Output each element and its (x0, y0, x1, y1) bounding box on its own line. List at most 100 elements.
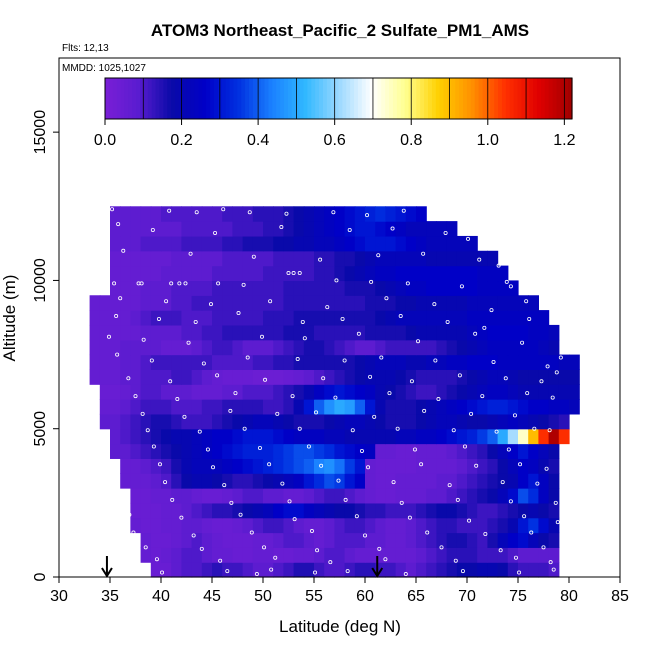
heatmap-cell (416, 399, 427, 415)
heatmap-cell (140, 221, 152, 237)
heatmap-cell (171, 206, 182, 222)
colorbar-segment (202, 78, 207, 119)
heatmap-cell (263, 413, 274, 430)
heatmap-cell (120, 295, 131, 311)
heatmap-cell (477, 399, 488, 415)
heatmap-cell (293, 428, 305, 445)
heatmap-cell (477, 369, 488, 385)
heatmap-cell (395, 473, 407, 489)
heatmap-cell (263, 339, 274, 356)
heatmap-cell (365, 265, 376, 282)
colorbar-segment (334, 78, 340, 119)
heatmap-cell (314, 488, 325, 504)
heatmap-cell (110, 428, 121, 445)
heatmap-cell (487, 250, 499, 267)
sample-point (558, 355, 563, 360)
sample-point (535, 481, 540, 486)
heatmap-cell (273, 384, 284, 400)
colorbar-segment (560, 78, 565, 119)
heatmap-cell (303, 562, 315, 578)
heatmap-cell (538, 502, 550, 519)
sample-point (315, 548, 320, 553)
sample-point (541, 545, 546, 550)
sample-point (290, 394, 295, 399)
heatmap-cell (191, 443, 203, 459)
x-tick-label: 65 (407, 588, 425, 605)
heatmap-cell (477, 562, 488, 578)
heatmap-cell (232, 221, 244, 237)
heatmap-cell (120, 324, 131, 341)
sample-point (350, 428, 355, 433)
colorbar-segment (284, 78, 289, 119)
heatmap-cell (293, 221, 305, 237)
heatmap-cell (334, 235, 346, 252)
heatmap-cell (518, 562, 529, 578)
heatmap-cell (314, 221, 325, 237)
sample-point (143, 545, 148, 550)
heatmap-cell (395, 339, 407, 356)
heatmap-cell (467, 295, 478, 311)
sample-point (287, 499, 292, 504)
heatmap-cell (528, 384, 539, 400)
heatmap-cell (365, 295, 376, 311)
heatmap-cell (354, 369, 366, 385)
heatmap-cell (212, 221, 223, 237)
heatmap-cell (283, 354, 295, 370)
heatmap-cell (436, 384, 448, 400)
heatmap-cell (395, 369, 407, 385)
x-tick-label: 75 (509, 588, 527, 605)
heatmap-cell (89, 369, 101, 385)
heatmap-cell (477, 443, 488, 459)
heatmap-cell (303, 384, 315, 400)
heatmap-cell (528, 399, 539, 415)
heatmap-cell (99, 339, 111, 356)
heatmap-cell (263, 310, 274, 326)
heatmap-cell (426, 295, 437, 311)
colorbar-tick-label: 0.2 (170, 132, 192, 149)
colorbar-segment (151, 78, 157, 119)
heatmap-cell (252, 354, 264, 370)
colorbar-segment (272, 78, 277, 119)
heatmap-cell (558, 413, 570, 430)
heatmap-cell (446, 532, 458, 548)
heatmap-cell (303, 458, 315, 474)
heatmap-cell (497, 280, 509, 296)
heatmap-cell (222, 280, 233, 296)
heatmap-cell (252, 547, 264, 563)
sample-point (106, 334, 111, 339)
heatmap-cell (416, 532, 427, 548)
heatmap-cell (191, 502, 203, 519)
colorbar-segment (319, 78, 324, 119)
heatmap-cell (171, 428, 182, 445)
heatmap-cell (273, 280, 284, 296)
heatmap-cell (375, 458, 386, 474)
heatmap-cell (161, 235, 172, 252)
heatmap-cell (273, 547, 284, 563)
heatmap-cell (446, 413, 458, 430)
heatmap-cell (477, 354, 488, 370)
sample-point (532, 426, 537, 431)
heatmap-cell (456, 399, 468, 415)
heatmap-cell (446, 488, 458, 504)
heatmap-cell (344, 295, 356, 311)
heatmap-cell (477, 547, 488, 563)
sample-point (170, 497, 175, 502)
heatmap-cell (273, 310, 284, 326)
heatmap-cell (273, 562, 284, 578)
heatmap-cell (518, 532, 529, 548)
colorbar-segment (260, 78, 266, 119)
heatmap-cell (303, 413, 315, 430)
heatmap-cell (416, 517, 427, 534)
heatmap-cell (344, 324, 356, 341)
heatmap-cell (263, 562, 274, 578)
heatmap-cell (538, 458, 550, 474)
sample-point (525, 391, 530, 396)
sample-point (445, 319, 450, 324)
heatmap-cell (405, 413, 417, 430)
heatmap-cell (426, 473, 437, 489)
heatmap-cell (303, 280, 315, 296)
heatmap-cell (426, 339, 437, 356)
heatmap-cell (334, 369, 346, 385)
heatmap-cell (201, 369, 213, 385)
heatmap-cell (130, 221, 142, 237)
